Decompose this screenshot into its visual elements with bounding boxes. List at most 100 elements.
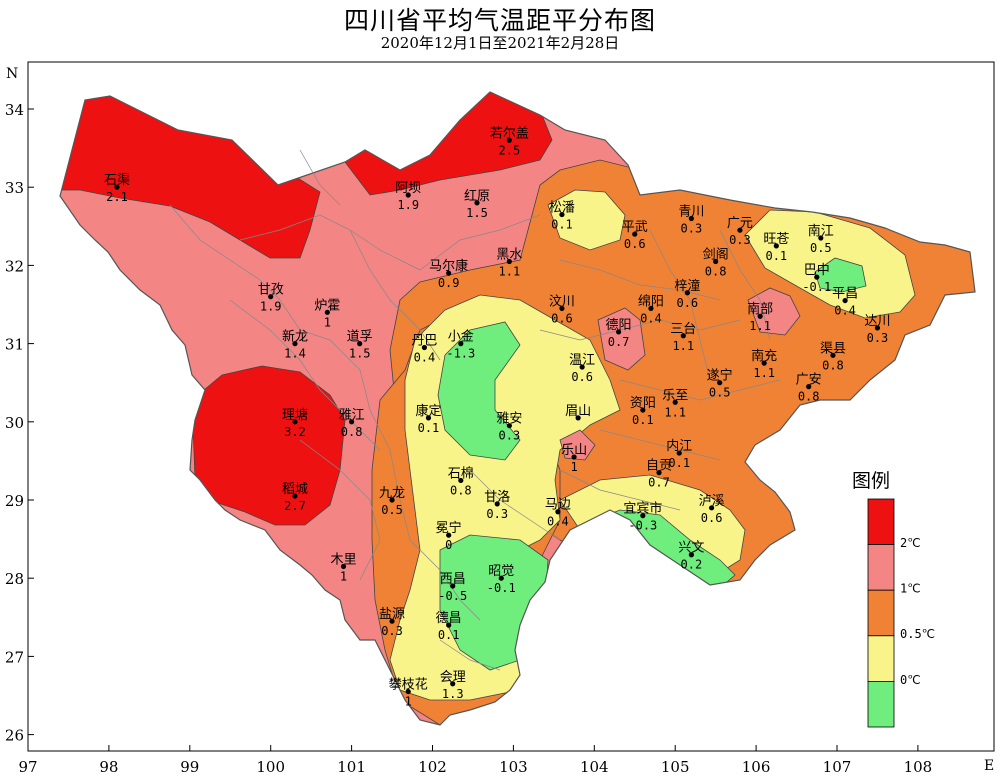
station-dot <box>446 622 452 628</box>
axis-ticks: 97 98 99 100 101 102 103 104 105 106 107 1083433323… <box>5 101 932 776</box>
lon-tick-label: 102 <box>418 758 447 776</box>
station-marker: 巴中 -0.1 <box>802 263 831 294</box>
map-title: 四川省平均气温距平分布图 <box>343 6 656 35</box>
station-marker: 宜宾市 -0.3 <box>623 501 662 533</box>
station-marker: 剑阁 0.8 <box>703 246 729 278</box>
station-name: 广安 <box>796 373 822 388</box>
station-dot <box>292 341 298 347</box>
station-dot <box>506 423 512 429</box>
station-name: 红原 <box>464 188 490 204</box>
station-dot <box>458 341 464 347</box>
station-value: 0.1 <box>438 628 460 642</box>
station-value: 1 <box>405 695 412 709</box>
station-name: 阿坝 <box>395 181 421 196</box>
station-name: 新龙 <box>282 329 308 345</box>
station-value: 0.5 <box>709 386 731 400</box>
province-outline <box>59 91 976 726</box>
station-marker: 松潘 0.1 <box>549 201 575 232</box>
station-marker: 马边 0.4 <box>545 498 571 529</box>
station-marker: 若尔盖 2.5 <box>490 125 529 157</box>
station-name: 雅江 <box>339 408 365 423</box>
station-value: 2.7 <box>284 499 306 513</box>
station-marker: 小金 -1.3 <box>446 329 475 361</box>
station-value: 0.4 <box>414 351 436 365</box>
station-marker: 理塘 3.2 <box>282 407 308 439</box>
station-dot <box>405 192 411 198</box>
station-value: 1.4 <box>284 347 306 361</box>
legend-items: 2℃ 1℃ 0.5℃ 0℃ <box>867 498 935 728</box>
station-dot <box>709 505 715 511</box>
legend-swatch <box>867 681 895 728</box>
station-dot <box>632 231 638 237</box>
station-value: 0.3 <box>486 507 508 521</box>
station-dot <box>559 211 565 218</box>
station-dot <box>292 419 298 425</box>
lat-tick-label: 28 <box>5 570 24 588</box>
station-value: 0.4 <box>834 304 856 318</box>
lon-tick-label: 99 <box>180 758 199 776</box>
station-value: 0.4 <box>640 311 662 325</box>
station-dot <box>458 477 464 484</box>
station-name: 黑水 <box>496 247 522 262</box>
lon-tick-label: 108 <box>904 758 933 776</box>
station-value: 0.8 <box>450 483 472 497</box>
station-value: 0.1 <box>551 218 573 232</box>
station-marker: 平武 0.6 <box>622 220 648 251</box>
station-marker: 兴文 0.2 <box>678 541 704 572</box>
station-marker: 冕宁 0 <box>436 520 462 552</box>
station-name: 甘孜 <box>258 283 284 298</box>
station-dot <box>357 341 363 347</box>
station-name: 松潘 <box>549 201 575 216</box>
station-name: 石渠 <box>104 173 130 188</box>
station-marker: 木里 1 <box>331 552 357 583</box>
station-value: 0.7 <box>608 335 630 349</box>
station-value: 0.9 <box>438 276 460 290</box>
station-value: 0.7 <box>648 476 670 490</box>
station-marker: 南江 0.5 <box>808 223 834 255</box>
station-name: 丹巴 <box>411 334 437 349</box>
station-name: 攀枝花 <box>389 677 428 693</box>
legend-label: 0.5℃ <box>900 627 935 641</box>
station-marker: 泸溪 0.6 <box>699 494 725 525</box>
station-dot <box>640 407 646 413</box>
station-dot <box>688 552 694 558</box>
station-dot <box>713 258 719 265</box>
station-marker: 青川 0.3 <box>678 204 704 235</box>
station-dot <box>425 415 432 421</box>
station-name: 旺苍 <box>763 232 789 247</box>
station-marker: 康定 0.1 <box>415 403 441 435</box>
station-name: 眉山 <box>565 404 591 419</box>
station-value: 0 <box>445 538 452 552</box>
station-name: 康定 <box>415 403 441 419</box>
station-marker: 德阳 0.7 <box>606 318 632 349</box>
station-name: 道孚 <box>347 330 373 345</box>
station-name: 剑阁 <box>703 246 729 262</box>
station-marker: 会理 1.3 <box>440 670 466 701</box>
station-dot <box>688 215 694 222</box>
station-value: 0.1 <box>418 421 440 435</box>
station-dot <box>640 513 646 519</box>
station-name: 甘洛 <box>484 490 510 505</box>
station-marker: 乐山 1 <box>561 443 587 474</box>
station-marker: 南部 1.1 <box>747 301 773 333</box>
station-dot <box>421 344 428 351</box>
station-dot <box>656 470 662 476</box>
station-value: 1.9 <box>397 198 419 212</box>
station-name: 宜宾市 <box>623 501 662 517</box>
station-marker: 雅江 0.8 <box>339 408 365 439</box>
field-0c-songpan <box>547 189 626 251</box>
lon-tick-label: 101 <box>337 758 366 776</box>
station-value: 0.3 <box>681 221 703 235</box>
station-value: 0.8 <box>341 425 363 439</box>
station-name: 马边 <box>545 498 571 513</box>
legend-label: 0℃ <box>900 673 921 687</box>
station-marker: 内江 0.1 <box>666 438 692 470</box>
station-value: 1 <box>324 315 331 329</box>
lat-tick-label: 30 <box>5 414 24 432</box>
station-dot <box>324 309 330 315</box>
station-value: 0.6 <box>624 237 646 251</box>
station-dot <box>761 360 767 366</box>
station-value: 0.6 <box>551 311 573 325</box>
station-marker: 自贡 0.7 <box>646 459 672 490</box>
station-dot <box>830 352 836 358</box>
